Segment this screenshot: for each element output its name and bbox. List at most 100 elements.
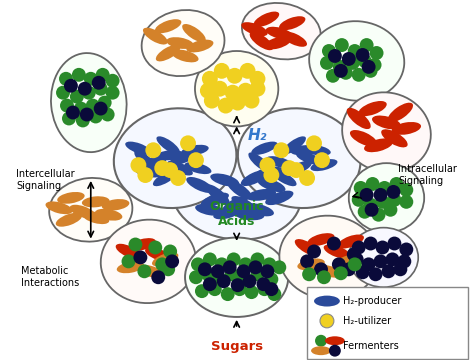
Text: H₂: H₂ — [247, 128, 267, 143]
Ellipse shape — [185, 238, 288, 317]
Ellipse shape — [57, 192, 85, 204]
Circle shape — [356, 48, 370, 62]
Ellipse shape — [257, 178, 285, 192]
Circle shape — [307, 244, 321, 258]
Ellipse shape — [310, 159, 337, 171]
Ellipse shape — [195, 51, 278, 126]
Circle shape — [203, 252, 217, 266]
Circle shape — [218, 97, 234, 113]
Ellipse shape — [172, 150, 301, 240]
Ellipse shape — [227, 180, 252, 200]
Ellipse shape — [170, 152, 196, 165]
Ellipse shape — [129, 238, 156, 251]
Ellipse shape — [241, 170, 268, 186]
Ellipse shape — [364, 138, 393, 152]
Circle shape — [237, 83, 254, 99]
Circle shape — [94, 101, 108, 116]
Ellipse shape — [296, 152, 322, 165]
Ellipse shape — [56, 213, 82, 227]
Ellipse shape — [295, 239, 319, 256]
Circle shape — [213, 272, 227, 286]
Circle shape — [393, 262, 407, 276]
Ellipse shape — [290, 145, 318, 155]
Circle shape — [382, 264, 395, 278]
Circle shape — [191, 257, 205, 271]
Circle shape — [333, 60, 347, 74]
Ellipse shape — [238, 108, 360, 208]
Ellipse shape — [70, 205, 96, 219]
Circle shape — [346, 56, 360, 70]
Circle shape — [352, 68, 365, 82]
Circle shape — [64, 79, 78, 93]
Circle shape — [80, 108, 94, 121]
Circle shape — [244, 93, 259, 109]
Ellipse shape — [49, 178, 132, 242]
Circle shape — [223, 260, 237, 274]
Circle shape — [352, 193, 365, 207]
FancyBboxPatch shape — [307, 287, 468, 358]
Circle shape — [201, 268, 215, 281]
Circle shape — [243, 274, 256, 288]
Circle shape — [257, 282, 272, 296]
Ellipse shape — [95, 209, 122, 221]
Ellipse shape — [231, 196, 258, 214]
Circle shape — [146, 142, 161, 158]
Circle shape — [230, 95, 246, 110]
Circle shape — [86, 99, 100, 113]
Ellipse shape — [101, 219, 196, 303]
Ellipse shape — [140, 156, 167, 168]
Text: Sugars: Sugars — [210, 340, 263, 353]
Ellipse shape — [349, 228, 418, 287]
Circle shape — [203, 277, 217, 291]
Circle shape — [342, 52, 356, 66]
Circle shape — [238, 257, 253, 271]
Ellipse shape — [315, 265, 342, 278]
Circle shape — [362, 60, 375, 74]
Ellipse shape — [102, 199, 129, 210]
Circle shape — [360, 38, 374, 52]
Ellipse shape — [311, 346, 331, 355]
Ellipse shape — [167, 161, 193, 175]
Circle shape — [217, 274, 231, 288]
Ellipse shape — [272, 170, 297, 186]
Circle shape — [273, 260, 286, 274]
Circle shape — [356, 265, 370, 279]
Circle shape — [130, 157, 146, 173]
Circle shape — [383, 203, 397, 217]
Circle shape — [245, 285, 258, 299]
Circle shape — [378, 181, 392, 195]
Text: Intracellular
Signaling: Intracellular Signaling — [398, 164, 457, 186]
Circle shape — [369, 268, 383, 281]
Circle shape — [334, 64, 348, 78]
Circle shape — [221, 287, 235, 301]
Circle shape — [302, 268, 316, 281]
Ellipse shape — [186, 177, 214, 193]
Circle shape — [92, 76, 106, 90]
Circle shape — [375, 195, 390, 209]
Ellipse shape — [181, 145, 209, 156]
Circle shape — [386, 185, 401, 199]
Ellipse shape — [156, 136, 180, 154]
Circle shape — [198, 262, 212, 276]
Text: Metabolic
Interactions: Metabolic Interactions — [21, 266, 80, 288]
Circle shape — [354, 181, 368, 195]
Circle shape — [264, 272, 278, 286]
Circle shape — [249, 81, 265, 97]
Circle shape — [339, 66, 353, 80]
Circle shape — [332, 257, 346, 271]
Ellipse shape — [342, 92, 431, 173]
Ellipse shape — [221, 196, 248, 214]
Ellipse shape — [283, 136, 306, 154]
Circle shape — [249, 71, 265, 87]
Circle shape — [121, 255, 136, 268]
Ellipse shape — [337, 235, 364, 248]
Circle shape — [260, 264, 274, 278]
Circle shape — [364, 64, 378, 78]
Ellipse shape — [182, 24, 206, 42]
Ellipse shape — [266, 156, 293, 168]
Circle shape — [256, 277, 270, 291]
Circle shape — [163, 244, 177, 258]
Circle shape — [100, 108, 115, 121]
Circle shape — [387, 236, 401, 251]
Circle shape — [180, 135, 196, 151]
